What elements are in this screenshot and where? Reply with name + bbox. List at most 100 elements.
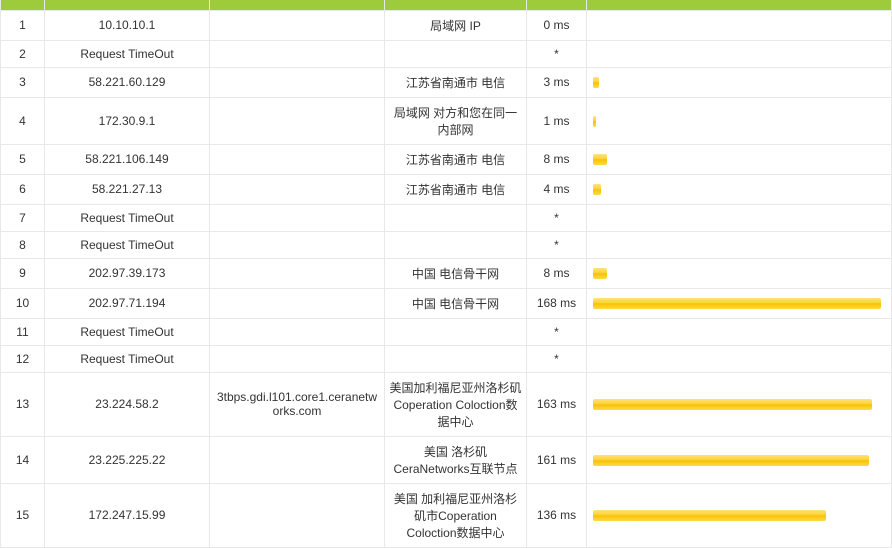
bar-cell xyxy=(587,231,892,258)
host-cell: 3tbps.gdi.l101.core1.ceranetworks.com xyxy=(210,372,385,436)
location-cell: 美国 洛杉矶CeraNetworks互联节点 xyxy=(385,436,527,483)
bar-cell xyxy=(587,67,892,97)
hop-cell: 5 xyxy=(1,144,45,174)
location-cell: 局域网 IP xyxy=(385,10,527,40)
table-row: 2Request TimeOut* xyxy=(1,40,892,67)
table-header xyxy=(1,0,892,10)
table-row: 658.221.27.13 江苏省南通市 电信4 ms xyxy=(1,174,892,204)
hop-cell: 14 xyxy=(1,436,45,483)
rtt-cell: * xyxy=(527,231,587,258)
bar-cell xyxy=(587,258,892,288)
rtt-cell: 1 ms xyxy=(527,97,587,144)
bar-cell xyxy=(587,345,892,372)
table-row: 358.221.60.129 江苏省南通市 电信3 ms xyxy=(1,67,892,97)
ip-cell: Request TimeOut xyxy=(45,318,210,345)
rtt-cell: 3 ms xyxy=(527,67,587,97)
location-cell xyxy=(385,231,527,258)
host-cell xyxy=(210,345,385,372)
ip-cell: 58.221.106.149 xyxy=(45,144,210,174)
ip-cell: Request TimeOut xyxy=(45,40,210,67)
host-cell xyxy=(210,288,385,318)
bar-cell xyxy=(587,204,892,231)
bar-cell xyxy=(587,97,892,144)
table-row: 11Request TimeOut * xyxy=(1,318,892,345)
table-row: 558.221.106.149 江苏省南通市 电信8 ms xyxy=(1,144,892,174)
host-cell xyxy=(210,40,385,67)
table-row: 15172.247.15.99美国 加利福尼亚州洛杉矶市Coperation C… xyxy=(1,483,892,547)
hop-cell: 3 xyxy=(1,67,45,97)
location-cell: 江苏省南通市 电信 xyxy=(385,67,527,97)
location-cell xyxy=(385,318,527,345)
hop-cell: 6 xyxy=(1,174,45,204)
host-cell xyxy=(210,204,385,231)
latency-bar xyxy=(593,184,601,195)
location-cell: 美国 加利福尼亚州洛杉矶市Coperation Coloction数据中心 xyxy=(385,483,527,547)
hop-cell: 8 xyxy=(1,231,45,258)
location-cell xyxy=(385,204,527,231)
host-cell xyxy=(210,97,385,144)
latency-bar xyxy=(593,268,607,279)
hop-cell: 11 xyxy=(1,318,45,345)
ip-cell: 58.221.60.129 xyxy=(45,67,210,97)
location-cell xyxy=(385,40,527,67)
rtt-cell: 168 ms xyxy=(527,288,587,318)
ip-cell: 172.30.9.1 xyxy=(45,97,210,144)
traceroute-table: 110.10.10.1局域网 IP0 ms2Request TimeOut*35… xyxy=(0,0,892,548)
bar-cell xyxy=(587,174,892,204)
table-row: 1323.224.58.23tbps.gdi.l101.core1.cerane… xyxy=(1,372,892,436)
hop-cell: 9 xyxy=(1,258,45,288)
location-cell: 江苏省南通市 电信 xyxy=(385,144,527,174)
location-cell: 美国加利福尼亚州洛杉矶 Coperation Coloction数据中心 xyxy=(385,372,527,436)
rtt-cell: 8 ms xyxy=(527,144,587,174)
hop-cell: 10 xyxy=(1,288,45,318)
bar-cell xyxy=(587,436,892,483)
table-row: 12Request TimeOut* xyxy=(1,345,892,372)
host-cell xyxy=(210,231,385,258)
table-row: 9202.97.39.173中国 电信骨干网8 ms xyxy=(1,258,892,288)
latency-bar xyxy=(593,298,881,309)
table-row: 7Request TimeOut * xyxy=(1,204,892,231)
bar-cell xyxy=(587,318,892,345)
table-row: 8Request TimeOut* xyxy=(1,231,892,258)
host-cell xyxy=(210,258,385,288)
hop-cell: 1 xyxy=(1,10,45,40)
rtt-cell: * xyxy=(527,345,587,372)
ip-cell: 202.97.39.173 xyxy=(45,258,210,288)
host-cell xyxy=(210,483,385,547)
hop-cell: 12 xyxy=(1,345,45,372)
rtt-cell: 8 ms xyxy=(527,258,587,288)
table-row: 10202.97.71.194 中国 电信骨干网168 ms xyxy=(1,288,892,318)
bar-cell xyxy=(587,10,892,40)
rtt-cell: * xyxy=(527,204,587,231)
rtt-cell: 4 ms xyxy=(527,174,587,204)
hop-cell: 7 xyxy=(1,204,45,231)
rtt-cell: 136 ms xyxy=(527,483,587,547)
rtt-cell: * xyxy=(527,40,587,67)
ip-cell: 172.247.15.99 xyxy=(45,483,210,547)
location-cell: 中国 电信骨干网 xyxy=(385,288,527,318)
host-cell xyxy=(210,144,385,174)
rtt-cell: * xyxy=(527,318,587,345)
table-row: 4172.30.9.1局域网 对方和您在同一内部网1 ms xyxy=(1,97,892,144)
location-cell: 局域网 对方和您在同一内部网 xyxy=(385,97,527,144)
hop-cell: 13 xyxy=(1,372,45,436)
bar-cell xyxy=(587,40,892,67)
ip-cell: 10.10.10.1 xyxy=(45,10,210,40)
host-cell xyxy=(210,67,385,97)
ip-cell: Request TimeOut xyxy=(45,204,210,231)
table-row: 110.10.10.1局域网 IP0 ms xyxy=(1,10,892,40)
latency-bar xyxy=(593,455,869,466)
rtt-cell: 161 ms xyxy=(527,436,587,483)
table-body: 110.10.10.1局域网 IP0 ms2Request TimeOut*35… xyxy=(1,10,892,547)
location-cell: 江苏省南通市 电信 xyxy=(385,174,527,204)
bar-cell xyxy=(587,288,892,318)
latency-bar xyxy=(593,77,599,88)
rtt-cell: 163 ms xyxy=(527,372,587,436)
host-cell xyxy=(210,10,385,40)
bar-cell xyxy=(587,144,892,174)
ip-cell: 58.221.27.13 xyxy=(45,174,210,204)
ip-cell: 23.224.58.2 xyxy=(45,372,210,436)
ip-cell: 202.97.71.194 xyxy=(45,288,210,318)
location-cell xyxy=(385,345,527,372)
host-cell xyxy=(210,318,385,345)
